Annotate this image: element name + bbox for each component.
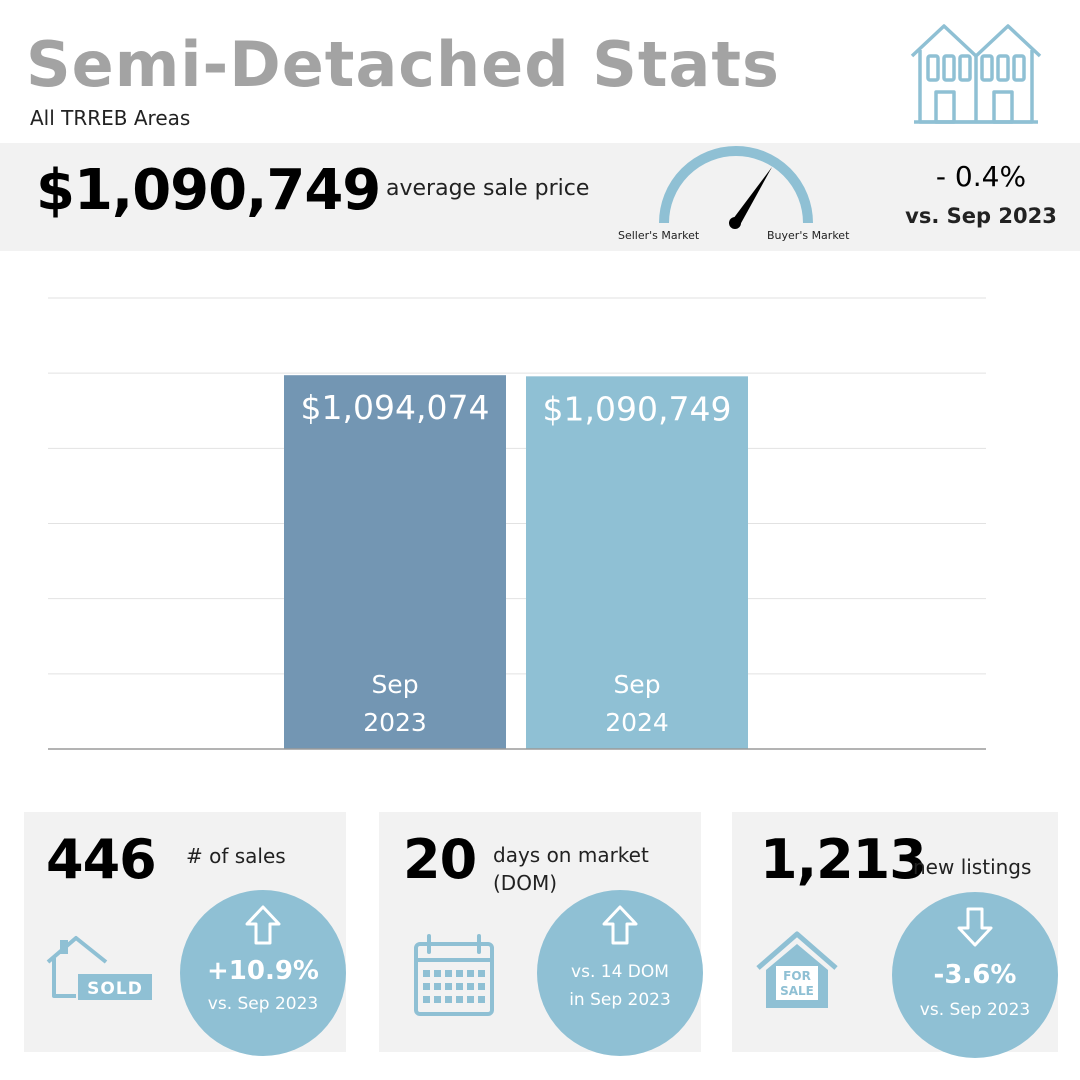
listings-label: new listings	[913, 855, 1032, 879]
calendar-day-cell	[456, 983, 463, 990]
price-comparison-chart: $1,094,074 Sep 2023 $1,090,749 Sep 2024	[48, 297, 986, 750]
average-price-value: $1,090,749	[36, 158, 381, 223]
calendar-day-cell	[445, 983, 452, 990]
dom-change-line2: in Sep 2023	[569, 990, 671, 1010]
sales-change-badge: +10.9% vs. Sep 2023	[180, 890, 346, 1056]
bar-category-label: Sep	[371, 670, 418, 699]
dom-value: 20	[403, 828, 477, 891]
calendar-day-cell	[434, 970, 441, 977]
for-sale-sign-text-1: FOR	[783, 969, 811, 983]
semi-detached-house-icon	[910, 24, 1042, 124]
bar-value-label: $1,094,074	[301, 388, 490, 427]
listings-change-comparison: vs. Sep 2023	[919, 1000, 1031, 1020]
calendar-day-cell	[445, 970, 452, 977]
calendar-day-cell	[478, 996, 485, 1003]
gauge-left-label: Seller's Market	[618, 229, 700, 242]
bar-category-label: 2023	[363, 708, 427, 737]
for-sale-sign-text-2: SALE	[780, 984, 814, 998]
dom-label-line1: days on market	[493, 843, 649, 867]
listings-change-value: -3.6%	[933, 960, 1017, 990]
bar-sep-2024	[526, 376, 748, 749]
arrow-down-icon	[957, 907, 993, 947]
dom-change-badge: vs. 14 DOM in Sep 2023	[537, 890, 703, 1056]
calendar-icon	[414, 934, 494, 1016]
bar-value-label: $1,090,749	[543, 389, 732, 428]
bar-sep-2023	[284, 375, 506, 749]
calendar-day-cell	[467, 996, 474, 1003]
calendar-day-cell	[478, 983, 485, 990]
calendar-day-cell	[467, 983, 474, 990]
price-change-comparison: vs. Sep 2023	[905, 204, 1057, 228]
sales-value: 446	[46, 828, 157, 891]
listings-card: 1,213 new listings FOR SALE -3.6% vs. Se…	[732, 812, 1058, 1058]
calendar-day-cell	[456, 970, 463, 977]
calendar-day-cell	[445, 996, 452, 1003]
sold-house-icon: SOLD	[46, 936, 152, 1000]
sales-change-value: +10.9%	[207, 956, 319, 986]
calendar-day-cell	[434, 996, 441, 1003]
bar-category-label: Sep	[613, 670, 660, 699]
bar-category-label: 2024	[605, 708, 669, 737]
gauge-right-label: Buyer's Market	[767, 229, 850, 242]
page-title: Semi-Detached Stats	[26, 28, 780, 101]
page-subtitle: All TRREB Areas	[30, 106, 191, 130]
arrow-up-icon	[602, 905, 638, 945]
sales-label: # of sales	[186, 844, 286, 868]
dom-card: 20 days on market (DOM) vs. 14 DOM in Se…	[379, 812, 703, 1056]
calendar-day-cell	[434, 983, 441, 990]
average-price-label: average sale price	[386, 176, 590, 201]
sold-sign-text: SOLD	[87, 979, 143, 999]
listings-value: 1,213	[760, 828, 927, 891]
chart-gridlines	[48, 297, 986, 675]
dom-label-line2: (DOM)	[493, 871, 558, 895]
summary-band	[0, 143, 1080, 251]
market-gauge-icon	[659, 146, 813, 229]
dom-change-line1: vs. 14 DOM	[571, 962, 669, 982]
arrow-up-icon	[245, 905, 281, 945]
calendar-day-cell	[478, 970, 485, 977]
for-sale-house-icon: FOR SALE	[756, 931, 838, 1008]
calendar-day-cell	[456, 996, 463, 1003]
listings-change-badge: -3.6% vs. Sep 2023	[892, 892, 1058, 1058]
calendar-day-cell	[423, 996, 430, 1003]
price-change-value: - 0.4%	[935, 160, 1027, 193]
calendar-day-cell	[467, 970, 474, 977]
calendar-day-cell	[423, 970, 430, 977]
sales-card: 446 # of sales SOLD +10.9% vs. Sep 2023	[24, 812, 346, 1056]
calendar-day-cell	[423, 983, 430, 990]
sales-change-comparison: vs. Sep 2023	[207, 994, 319, 1014]
